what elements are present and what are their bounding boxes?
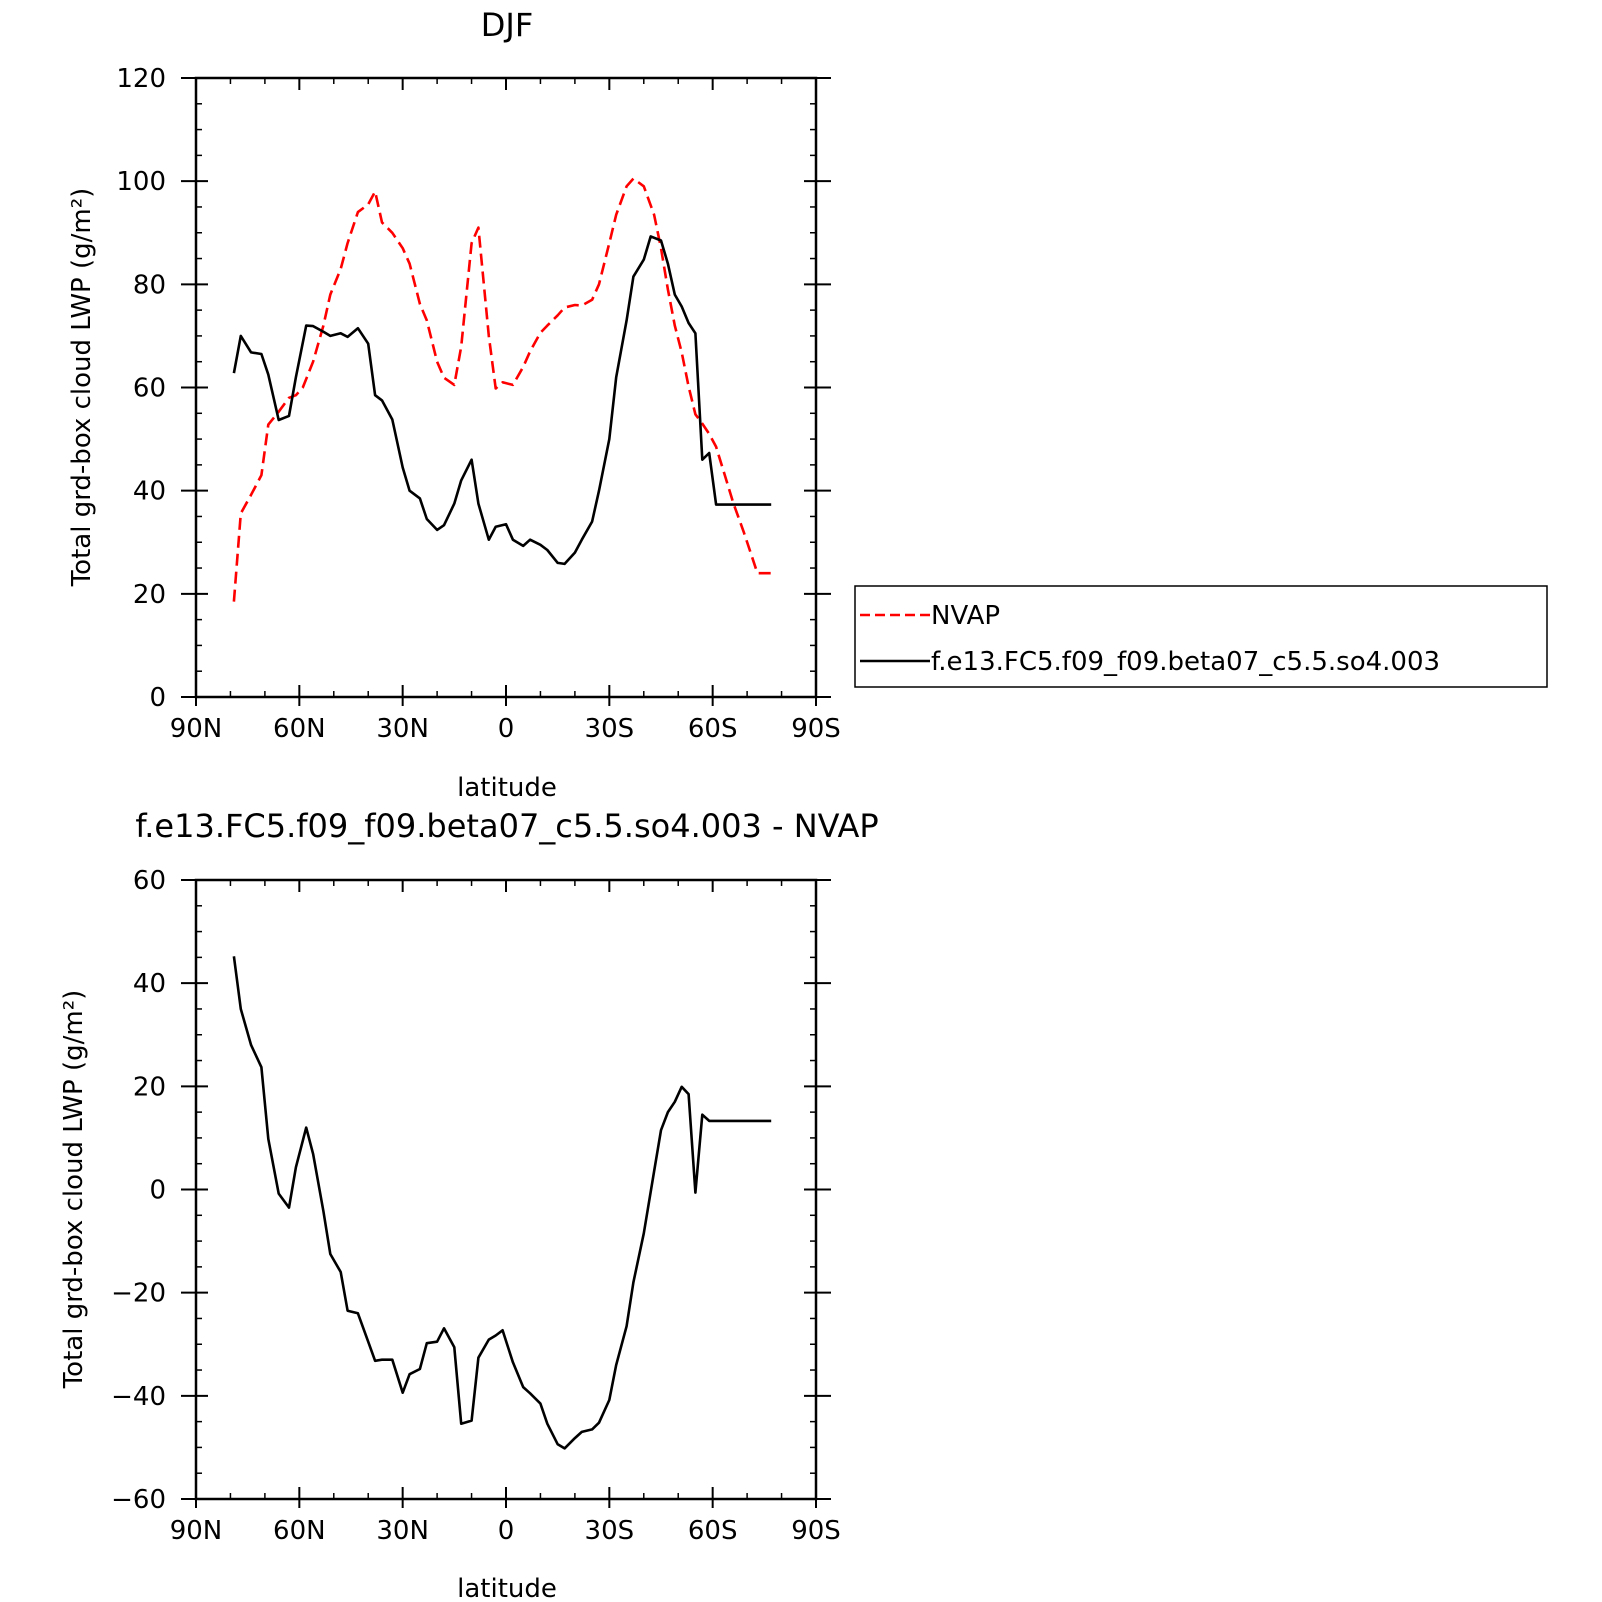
x-tick-label: 60N xyxy=(273,714,326,744)
x-tick-label: 30S xyxy=(585,714,635,744)
chart-title: DJF xyxy=(481,6,533,44)
x-tick-label: 30N xyxy=(376,714,429,744)
y-tick-label: 40 xyxy=(133,969,166,999)
y-tick-label: 100 xyxy=(116,167,166,197)
y-axis-label-text: Total grd-box cloud LWP xyxy=(67,277,97,587)
y-axis-label-unit: (g/m²) xyxy=(59,990,89,1071)
x-tick-label: 90S xyxy=(791,714,841,744)
tick-marks xyxy=(181,77,831,706)
series-line-f-e13-fc5-f09-f09-beta07-c5-5-so4-003 xyxy=(232,235,772,566)
y-tick-labels: −60 −40 −20 0 20 40 60 xyxy=(111,866,166,1515)
x-tick-label: 60S xyxy=(688,1516,738,1546)
tick-marks xyxy=(181,879,831,1508)
plot-frame xyxy=(194,76,818,699)
y-tick-label: 0 xyxy=(149,683,166,713)
legend-label-nvap: NVAP xyxy=(931,601,1000,631)
x-tick-label: 90N xyxy=(170,714,223,744)
y-tick-label: −20 xyxy=(111,1279,166,1309)
y-tick-labels: 0 20 40 60 80 100 120 xyxy=(116,64,166,713)
series-group xyxy=(232,956,772,1450)
x-tick-labels: 90N 60N 30N 0 30S 60S 90S xyxy=(170,1516,841,1546)
x-axis-label: latitude xyxy=(457,773,557,803)
legend: NVAP f.e13.FC5.f09_f09.beta07_c5.5.so4.0… xyxy=(854,585,1548,688)
y-tick-label: 20 xyxy=(133,580,166,610)
x-axis-label: latitude xyxy=(457,1574,557,1602)
series-line-series-0 xyxy=(232,956,772,1450)
legend-box xyxy=(854,585,1548,688)
y-tick-label: 60 xyxy=(133,866,166,896)
x-tick-labels: 90N 60N 30N 0 30S 60S 90S xyxy=(170,714,841,744)
y-axis-label: Total grd-box cloud LWP (g/m²) xyxy=(67,188,97,588)
series-line-nvap xyxy=(232,177,772,602)
x-tick-label: 0 xyxy=(498,1516,515,1546)
y-tick-label: 120 xyxy=(116,64,166,94)
y-tick-label: −40 xyxy=(111,1382,166,1412)
x-tick-label: 60S xyxy=(688,714,738,744)
y-axis-label: Total grd-box cloud LWP (g/m²) xyxy=(59,990,89,1390)
x-tick-label: 60N xyxy=(273,1516,326,1546)
x-tick-label: 90S xyxy=(791,1516,841,1546)
y-axis-label-unit: (g/m²) xyxy=(67,188,97,269)
y-axis-label-text: Total grd-box cloud LWP xyxy=(59,1079,89,1389)
legend-label-model: f.e13.FC5.f09_f09.beta07_c5.5.so4.003 xyxy=(931,647,1440,677)
x-tick-label: 90N xyxy=(170,1516,223,1546)
y-tick-label: 40 xyxy=(133,477,166,507)
plot-frame xyxy=(194,878,818,1501)
x-tick-label: 30S xyxy=(585,1516,635,1546)
chart-title: f.e13.FC5.f09_f09.beta07_c5.5.so4.003 - … xyxy=(135,807,878,845)
x-tick-label: 30N xyxy=(376,1516,429,1546)
x-tick-label: 0 xyxy=(498,714,515,744)
y-tick-label: 0 xyxy=(149,1176,166,1206)
y-tick-label: 60 xyxy=(133,374,166,404)
y-tick-label: 80 xyxy=(133,270,166,300)
difference-panel: f.e13.FC5.f09_f09.beta07_c5.5.so4.003 - … xyxy=(59,807,879,1602)
series-group xyxy=(232,177,772,602)
y-tick-label: 20 xyxy=(133,1072,166,1102)
y-tick-label: −60 xyxy=(111,1485,166,1515)
